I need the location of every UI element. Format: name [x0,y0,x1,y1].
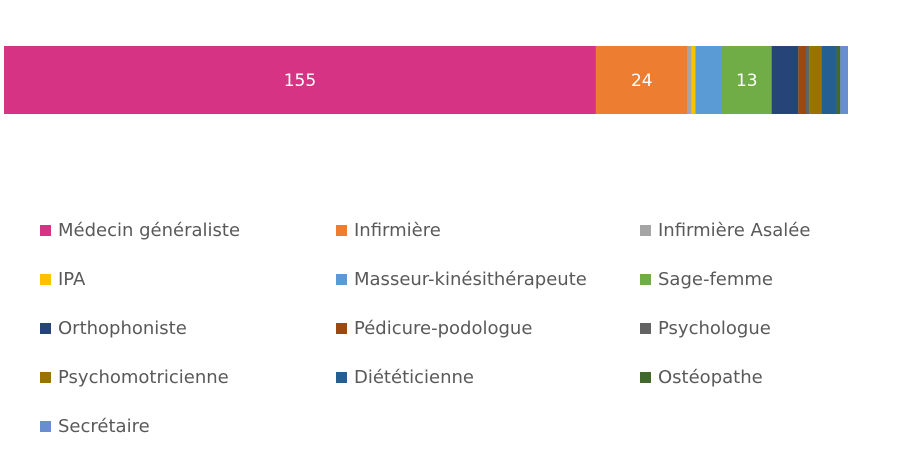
legend-label: Infirmière [354,220,441,241]
bar-data-label-0: 155 [284,71,316,91]
legend-swatch [640,225,651,236]
legend-swatch [640,372,651,383]
legend-swatch [336,274,347,285]
legend-item-0: Médecin généraliste [40,206,336,255]
bar-segment-1 [595,46,688,114]
bar-segment-6 [771,46,799,114]
legend-item-9: Psychomotricienne [40,353,336,402]
legend-swatch [336,372,347,383]
legend-label: IPA [58,269,86,290]
legend-item-10: Diététicienne [336,353,640,402]
stacked-bar-chart: 155 24 13 [4,46,848,114]
legend-swatch [40,323,51,334]
bar-segment-10 [821,46,837,114]
legend-item-6: Orthophoniste [40,304,336,353]
legend-label: Pédicure-podologue [354,318,533,339]
bar-segment-3 [691,46,696,114]
legend-item-12: Secrétaire [40,402,336,451]
legend-swatch [640,274,651,285]
legend-swatch [40,274,51,285]
legend-swatch [40,372,51,383]
legend-swatch [336,225,347,236]
legend-label: Secrétaire [58,416,150,437]
legend-label: Médecin généraliste [58,220,241,241]
legend-label: Sage-femme [658,269,774,290]
legend-swatch [640,323,651,334]
bar-segment-9 [809,46,822,114]
legend-item-8: Psychologue [640,304,900,353]
legend-item-11: Ostéopathe [640,353,900,402]
bar-segment-5 [721,46,772,114]
legend-item-3: IPA [40,255,336,304]
legend-label: Ostéopathe [658,367,763,388]
bar-segment-7 [798,46,806,114]
bar-segment-2 [687,46,692,114]
legend-label: Orthophoniste [58,318,187,339]
chart-legend: Médecin généraliste Infirmière Infirmière … [40,206,900,451]
legend-item-1: Infirmière [336,206,640,255]
legend-label: Infirmière Asalée [658,220,811,241]
legend-item-4: Masseur-kinésithérapeute [336,255,640,304]
bar-data-label-5: 13 [736,71,758,91]
bar-segment-4 [695,46,722,114]
bar-segment-8 [805,46,810,114]
bar-segment-11 [836,46,841,114]
bar-segment-0 [4,46,596,114]
legend-swatch [40,225,51,236]
legend-label: Diététicienne [354,367,474,388]
legend-label: Psychologue [658,318,771,339]
bar-data-label-1: 24 [631,71,653,91]
legend-label: Masseur-kinésithérapeute [354,269,587,290]
legend-swatch [336,323,347,334]
legend-item-2: Infirmière Asalée [640,206,900,255]
legend-label: Psychomotricienne [58,367,229,388]
legend-item-7: Pédicure-podologue [336,304,640,353]
legend-swatch [40,421,51,432]
legend-item-5: Sage-femme [640,255,900,304]
bar-segment-12 [840,46,848,114]
